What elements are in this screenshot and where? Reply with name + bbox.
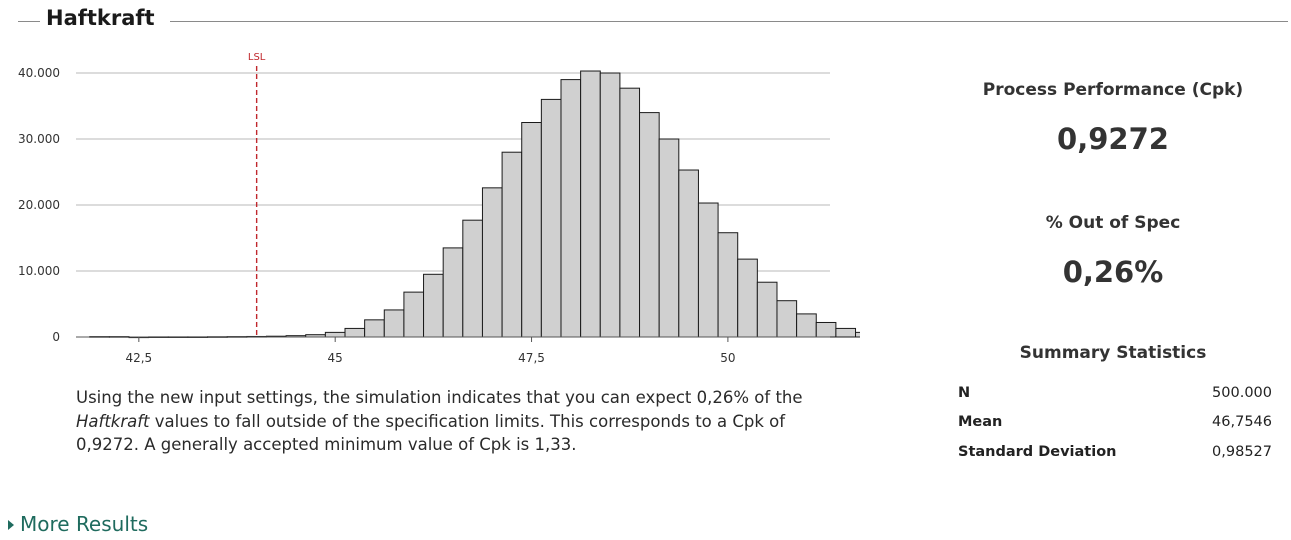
y-tick-label-2: 20.000 (18, 198, 60, 212)
summary-text-after: values to fall outside of the specificat… (76, 411, 786, 455)
header-rule-right (170, 21, 1288, 22)
histogram-bar-37 (815, 321, 837, 338)
histogram-bar-14 (364, 319, 385, 338)
histogram-bar-12 (324, 331, 346, 338)
x-tick-label-0: 42,5 (125, 351, 152, 365)
histogram-bar-27 (619, 87, 641, 338)
histogram-bar-19 (462, 219, 483, 338)
histogram-bar-39 (855, 331, 860, 338)
y-tick-label-4: 40.000 (18, 66, 60, 80)
x-tick-label-2: 47,5 (518, 351, 545, 365)
stat-sd-label: Standard Deviation (958, 444, 1117, 460)
section-header: Haftkraft (0, 0, 1291, 40)
y-tick-label-3: 30.000 (18, 132, 60, 146)
histogram-bar-13 (344, 327, 366, 338)
histogram-bar-21 (501, 151, 523, 338)
histogram-bar-33 (737, 258, 758, 338)
y-tick-label-0: 0 (52, 330, 60, 344)
cpk-label: Process Performance (Cpk) (982, 80, 1244, 100)
summary-variable-name: Haftkraft (76, 411, 150, 431)
histogram-bar-17 (423, 273, 444, 338)
histogram-bar-34 (756, 281, 778, 338)
axis-layer: 0 10.000 20.000 30.000 40.000 42,5 45 47,5 50 (18, 66, 830, 365)
out-of-spec-label: % Out of Spec (1045, 213, 1181, 233)
summary-text-before: Using the new input settings, the simula… (76, 388, 803, 407)
stat-n-value: 500.000 (1212, 385, 1272, 401)
stat-row-sd: Standard Deviation 0,98527 (958, 444, 1272, 468)
spec-limit-label-0: LSL (248, 52, 266, 63)
histogram-bar-26 (599, 72, 621, 338)
histogram-bar-22 (521, 122, 542, 338)
x-tick-label-3: 50 (720, 351, 735, 365)
limits-layer: LSL (248, 52, 266, 337)
y-tick-label-1: 10.000 (18, 264, 60, 278)
stat-mean-value: 46,7546 (1212, 414, 1272, 430)
stat-row-n: N 500.000 (958, 385, 1272, 409)
out-of-spec-value: 0,26% (1062, 255, 1164, 289)
histogram-bar-38 (835, 327, 857, 338)
stat-mean-label: Mean (958, 414, 1003, 430)
summary-statistics-title: Summary Statistics (1019, 343, 1207, 363)
histogram-bar-28 (639, 112, 660, 338)
bars-layer (89, 70, 860, 339)
stat-sd-value: 0,98527 (1212, 444, 1272, 460)
histogram-bar-18 (442, 247, 464, 338)
histogram-bar-16 (403, 291, 425, 338)
expand-triangle-icon (8, 520, 14, 530)
stat-row-mean: Mean 46,7546 (958, 414, 1272, 438)
cpk-value: 0,9272 (1057, 122, 1169, 156)
histogram-bar-35 (776, 300, 798, 338)
histogram-chart: 0 10.000 20.000 30.000 40.000 42,5 45 47,5 50 LS… (18, 52, 860, 365)
section-title: Haftkraft (46, 6, 155, 30)
histogram-bar-31 (697, 202, 719, 338)
histogram-bar-30 (678, 169, 699, 338)
histogram-bar-15 (383, 309, 405, 338)
histogram-bar-29 (658, 138, 680, 338)
summary-text: Using the new input settings, the simula… (76, 386, 816, 457)
histogram-bar-24 (560, 79, 582, 338)
header-rule-left (18, 21, 40, 22)
histogram-bar-23 (540, 98, 562, 338)
histogram-bar-36 (796, 313, 817, 338)
histogram-bar-25 (580, 70, 601, 338)
histogram-bar-20 (481, 187, 503, 338)
stat-n-label: N (958, 385, 971, 401)
x-tick-label-1: 45 (328, 351, 343, 365)
more-results-label: More Results (20, 512, 149, 536)
histogram-bar-32 (717, 232, 739, 338)
